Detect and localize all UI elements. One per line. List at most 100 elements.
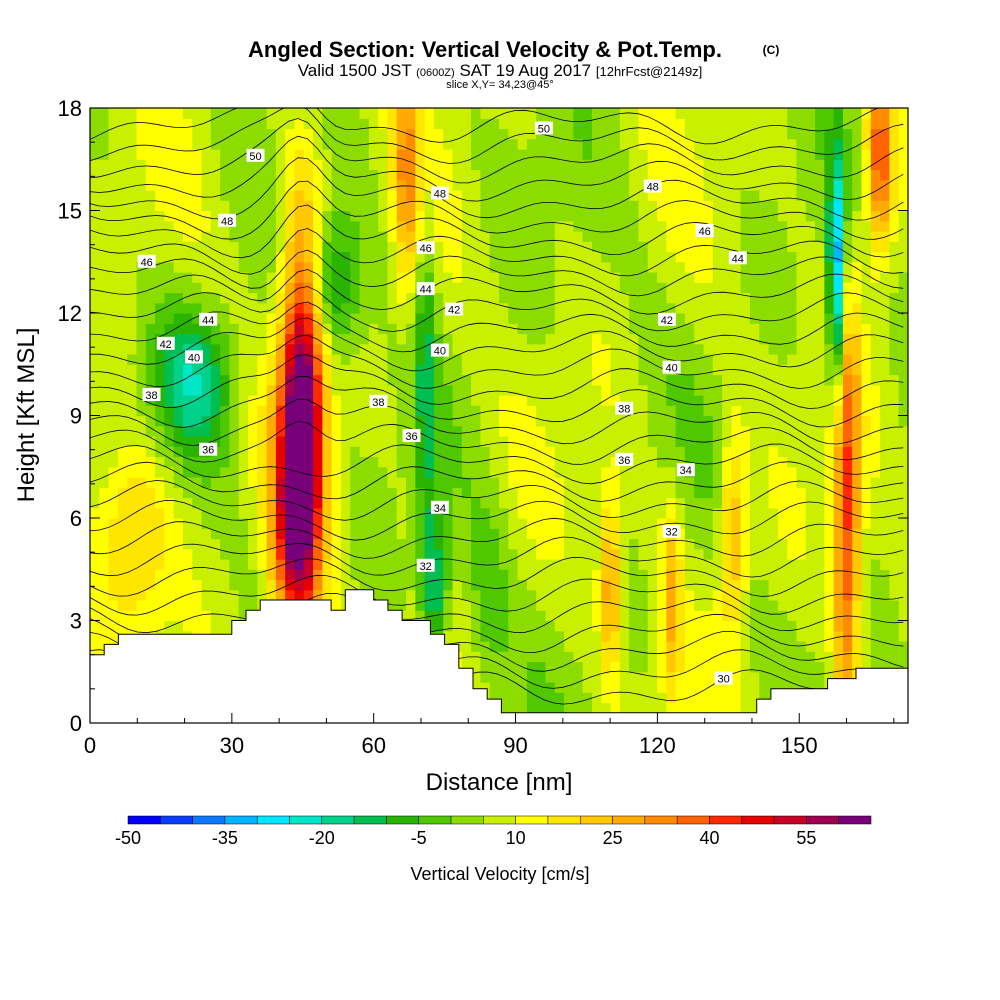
velocity-cell xyxy=(694,169,705,181)
velocity-cell xyxy=(248,159,258,171)
velocity-cell xyxy=(647,405,658,417)
velocity-cell xyxy=(443,261,454,273)
velocity-cell xyxy=(526,610,537,622)
velocity-cell xyxy=(368,333,379,345)
velocity-cell xyxy=(350,395,361,406)
velocity-cell xyxy=(731,220,742,232)
velocity-cell xyxy=(499,620,509,632)
velocity-cell xyxy=(833,446,844,458)
velocity-cell xyxy=(378,118,389,130)
velocity-cell xyxy=(526,251,537,263)
velocity-cell xyxy=(461,466,472,478)
velocity-cell xyxy=(331,354,342,365)
velocity-cell xyxy=(294,497,305,509)
velocity-cell xyxy=(545,405,556,417)
velocity-cell xyxy=(629,374,640,386)
velocity-cell xyxy=(657,323,667,335)
velocity-cell xyxy=(480,569,491,581)
velocity-cell xyxy=(694,477,705,488)
velocity-cell xyxy=(406,374,416,386)
velocity-cell xyxy=(229,302,240,314)
velocity-cell xyxy=(545,200,556,212)
velocity-cell xyxy=(657,589,667,601)
velocity-cell xyxy=(182,118,193,130)
velocity-cell xyxy=(90,374,100,386)
velocity-cell xyxy=(638,702,649,714)
velocity-cell xyxy=(173,538,184,550)
velocity-cell xyxy=(777,641,788,652)
velocity-cell xyxy=(526,661,537,673)
velocity-cell xyxy=(220,497,231,509)
velocity-cell xyxy=(182,323,193,335)
velocity-cell xyxy=(229,384,240,396)
velocity-cell xyxy=(350,231,361,242)
velocity-cell xyxy=(192,190,203,201)
velocity-cell xyxy=(99,292,110,304)
velocity-cell xyxy=(359,395,370,406)
velocity-cell xyxy=(461,415,472,427)
velocity-cell xyxy=(220,282,231,294)
velocity-cell xyxy=(777,364,788,376)
velocity-cell xyxy=(406,210,416,222)
velocity-cell xyxy=(852,292,863,304)
velocity-cell xyxy=(471,548,482,560)
velocity-cell xyxy=(210,425,221,437)
velocity-cell xyxy=(722,313,732,324)
velocity-cell xyxy=(340,548,351,560)
velocity-cell xyxy=(526,446,537,458)
velocity-cell xyxy=(108,374,119,386)
velocity-cell xyxy=(350,487,361,499)
velocity-cell xyxy=(433,179,444,191)
velocity-cell xyxy=(192,128,203,140)
velocity-cell xyxy=(573,302,584,314)
velocity-cell xyxy=(378,425,389,437)
velocity-cell xyxy=(768,292,779,304)
velocity-cell xyxy=(722,436,732,447)
velocity-cell xyxy=(610,384,621,396)
velocity-cell xyxy=(601,518,612,529)
velocity-cell xyxy=(220,179,231,191)
velocity-cell xyxy=(359,436,370,447)
velocity-cell xyxy=(824,405,835,417)
velocity-cell xyxy=(508,446,519,458)
velocity-cell xyxy=(768,149,779,160)
velocity-cell xyxy=(787,579,798,591)
velocity-cell xyxy=(350,138,361,150)
velocity-cell xyxy=(313,231,323,242)
velocity-cell xyxy=(601,354,612,365)
velocity-cell xyxy=(117,343,128,355)
velocity-cell xyxy=(368,579,379,591)
velocity-cell xyxy=(657,456,667,468)
velocity-cell xyxy=(629,620,640,632)
velocity-cell xyxy=(499,528,509,540)
velocity-cell xyxy=(201,282,212,294)
velocity-cell xyxy=(610,436,621,447)
velocity-cell xyxy=(833,128,844,140)
velocity-cell xyxy=(201,374,212,386)
velocity-cell xyxy=(805,466,816,478)
velocity-cell xyxy=(108,600,119,611)
velocity-cell xyxy=(424,589,435,601)
velocity-cell xyxy=(471,630,482,642)
velocity-cell xyxy=(424,302,435,314)
velocity-cell xyxy=(694,579,705,591)
velocity-cell xyxy=(164,559,175,570)
velocity-cell xyxy=(275,231,286,242)
velocity-cell xyxy=(526,405,537,417)
velocity-cell xyxy=(740,220,751,232)
velocity-cell xyxy=(210,179,221,191)
velocity-cell xyxy=(610,477,621,488)
velocity-cell xyxy=(340,569,351,581)
velocity-cell xyxy=(340,477,351,488)
velocity-cell xyxy=(322,374,333,386)
velocity-cell xyxy=(787,364,798,376)
velocity-cell xyxy=(313,364,323,376)
velocity-cell xyxy=(759,518,770,529)
velocity-cell xyxy=(368,518,379,529)
velocity-cell xyxy=(406,364,416,376)
velocity-cell xyxy=(740,507,751,519)
velocity-cell xyxy=(619,487,630,499)
velocity-cell xyxy=(127,138,138,150)
velocity-cell xyxy=(313,272,323,283)
velocity-cell xyxy=(108,620,119,632)
